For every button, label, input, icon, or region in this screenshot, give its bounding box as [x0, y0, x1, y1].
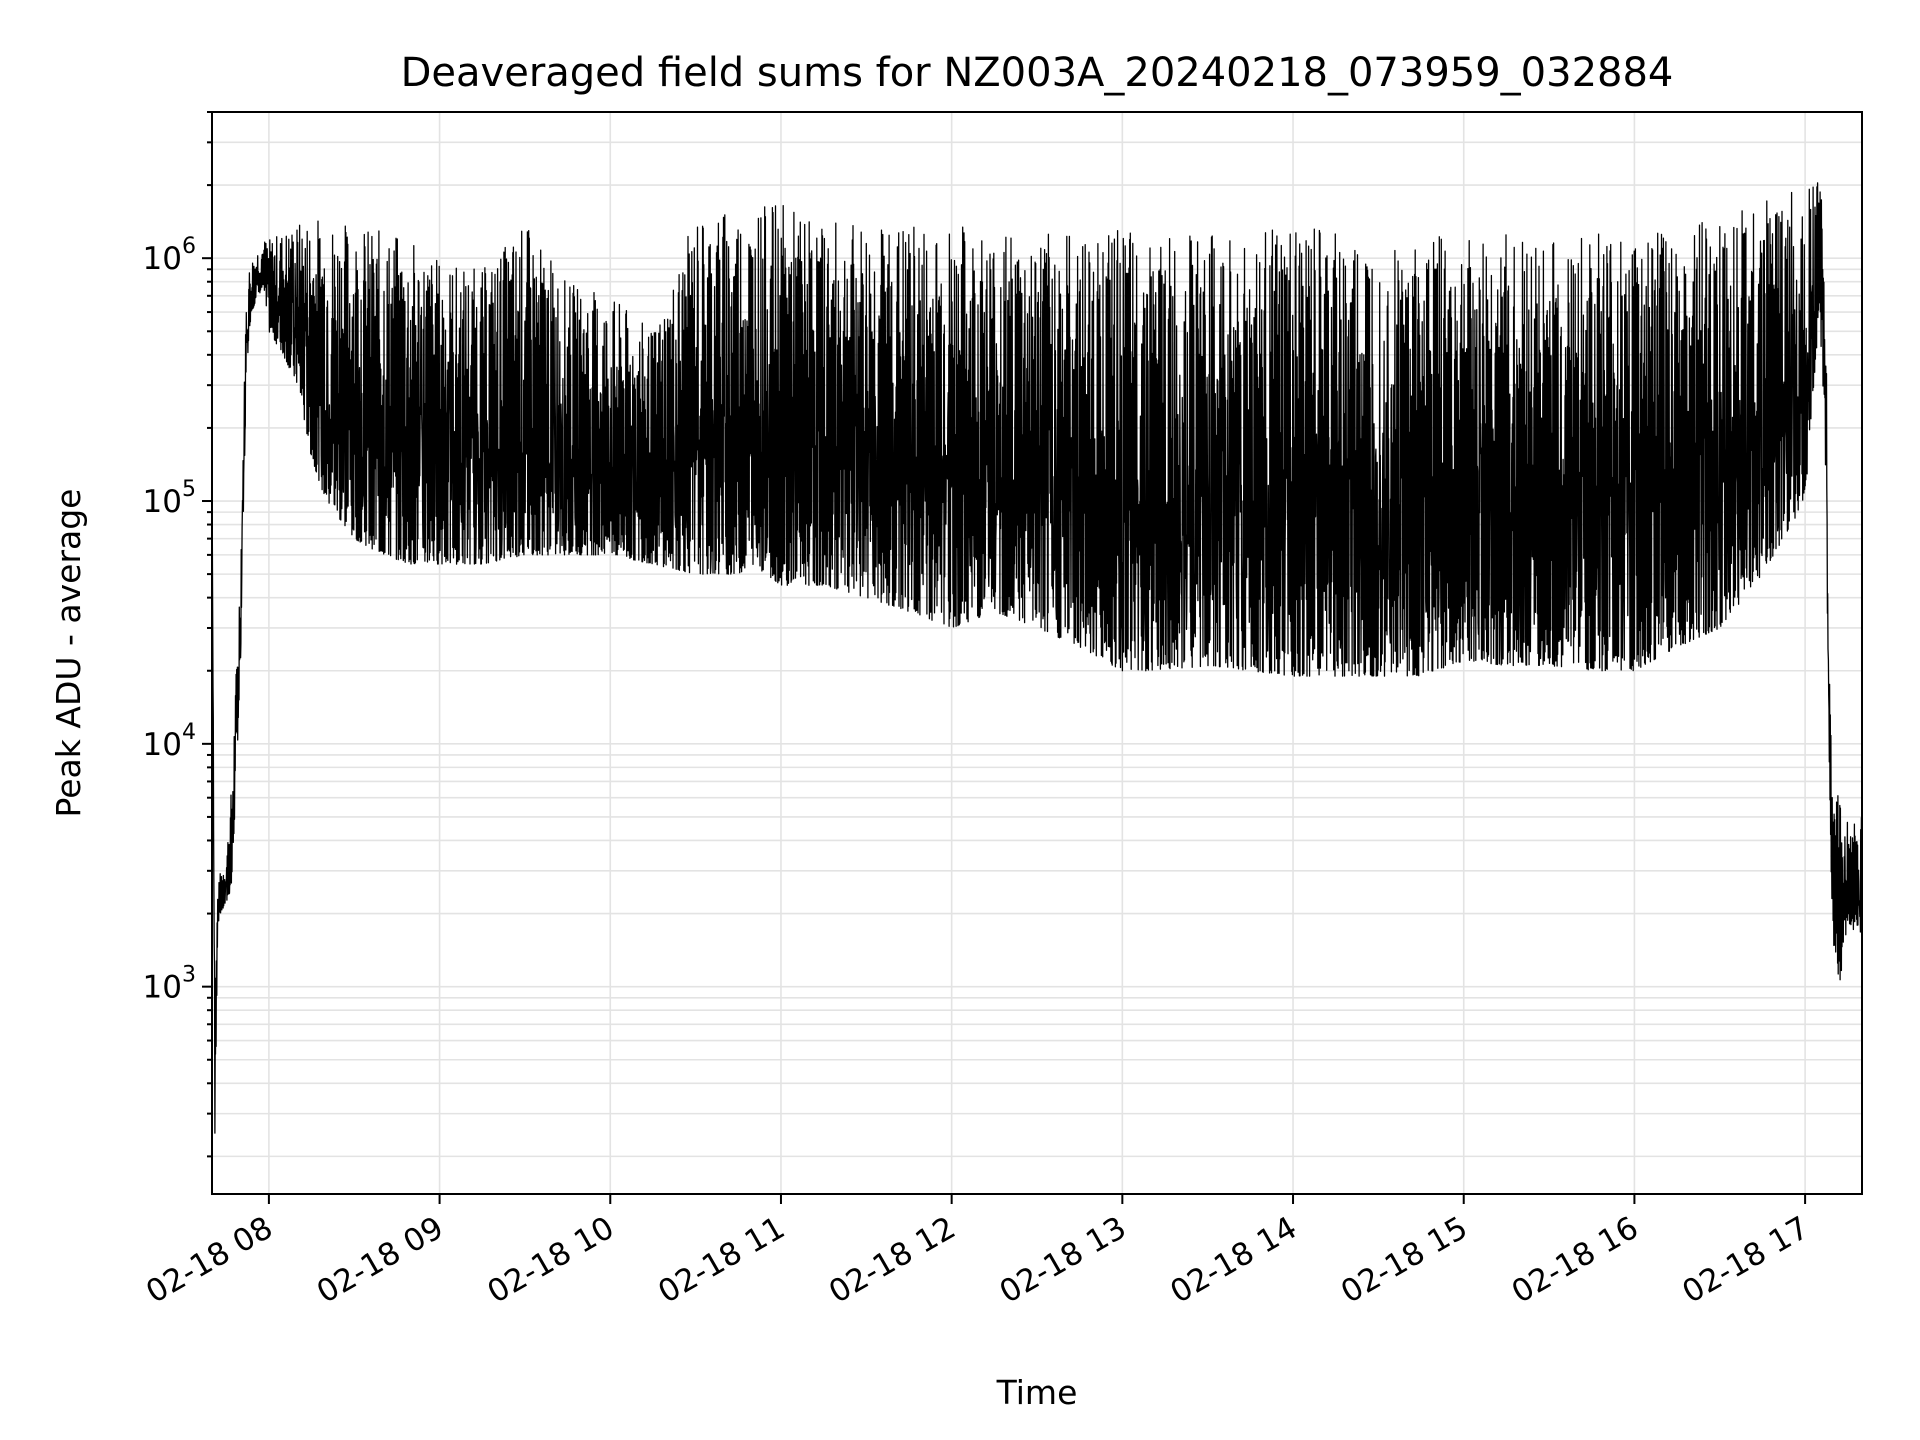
- data-series: [211, 182, 1863, 1134]
- y-tick-exponent: 5: [182, 477, 196, 502]
- plot-frame: [211, 111, 1863, 1195]
- y-tick-label: 103: [143, 963, 196, 1006]
- y-tick-label: 105: [143, 477, 196, 520]
- y-tick-label: 104: [143, 720, 196, 763]
- series-line: [211, 182, 1863, 1134]
- y-tick-exponent: 4: [182, 720, 196, 745]
- y-tick-base: 10: [143, 241, 182, 277]
- y-axis-label: Peak ADU - average: [49, 489, 88, 818]
- x-axis-label: Time: [996, 1373, 1078, 1412]
- y-tick-base: 10: [143, 970, 182, 1006]
- y-tick-exponent: 6: [182, 234, 196, 259]
- y-tick-base: 10: [143, 727, 182, 763]
- y-tick-label: 106: [143, 234, 196, 277]
- y-tick-base: 10: [143, 484, 182, 520]
- chart-title: Deaveraged field sums for NZ003A_2024021…: [401, 50, 1674, 96]
- y-tick-exponent: 3: [182, 963, 196, 988]
